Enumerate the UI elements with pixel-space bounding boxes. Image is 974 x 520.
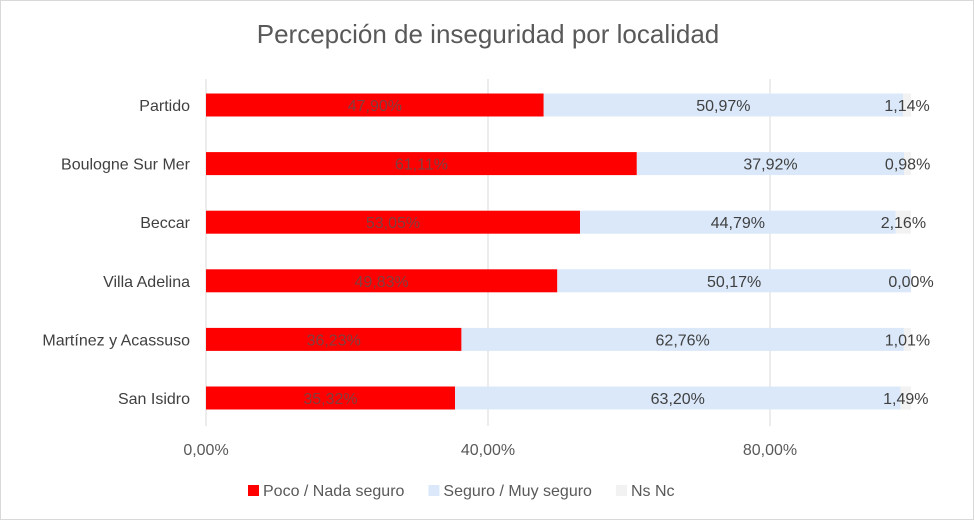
category-label: Villa Adelina: [103, 274, 190, 291]
data-label: 53,05%: [366, 215, 420, 232]
data-label: 0,98%: [885, 157, 930, 174]
category-label: Martínez y Acassuso: [42, 332, 190, 349]
legend-swatch: [248, 485, 259, 496]
bar-segment: [206, 93, 544, 117]
x-tick-label: 40,00%: [461, 442, 515, 459]
bar-segment: [557, 269, 911, 293]
legend-label: Poco / Nada seguro: [263, 483, 405, 500]
data-label: 2,16%: [881, 215, 926, 232]
data-label: 1,49%: [883, 391, 928, 408]
data-label: 0,00%: [888, 274, 933, 291]
legend-label: Seguro / Muy seguro: [443, 483, 592, 500]
legend-label: Ns Nc: [631, 483, 675, 500]
legend-swatch: [615, 485, 627, 496]
data-label: 44,79%: [711, 215, 765, 232]
data-label: 37,92%: [743, 157, 797, 174]
data-label: 36,23%: [307, 332, 361, 349]
data-label: 61,11%: [395, 157, 448, 174]
category-label: San Isidro: [118, 391, 190, 408]
bar-segment: [455, 386, 901, 410]
bar-segment: [206, 327, 462, 351]
data-label: 1,14%: [884, 98, 929, 115]
category-label: Partido: [139, 98, 190, 115]
data-label: 1,01%: [885, 332, 930, 349]
bar-segment: [895, 210, 911, 234]
bar-segment: [206, 386, 456, 410]
data-label: 35,32%: [303, 391, 357, 408]
category-label: Beccar: [140, 215, 190, 232]
bar-segment: [543, 93, 904, 117]
bar-segment: [900, 386, 912, 410]
bar-segment: [580, 210, 896, 234]
data-label: 63,20%: [651, 391, 705, 408]
bar-segment: [206, 210, 581, 234]
data-label: 49,83%: [355, 274, 409, 291]
bar-segment: [903, 93, 912, 117]
chart-title: Percepción de inseguridad por localidad: [257, 19, 720, 49]
x-tick-label: 80,00%: [743, 442, 797, 459]
data-label: 62,76%: [656, 332, 710, 349]
category-label: Boulogne Sur Mer: [61, 157, 191, 174]
x-tick-label: 0,00%: [183, 442, 228, 459]
bar-segment: [903, 327, 911, 351]
bar-segment: [461, 327, 904, 351]
bar-segment: [206, 152, 637, 176]
bar-segment: [904, 152, 912, 176]
bar-segment: [206, 269, 558, 293]
legend-swatch: [428, 485, 440, 496]
data-label: 50,97%: [696, 98, 750, 115]
bar-segment: [636, 152, 905, 176]
data-label: 47,90%: [348, 98, 402, 115]
data-label: 50,17%: [707, 274, 761, 291]
